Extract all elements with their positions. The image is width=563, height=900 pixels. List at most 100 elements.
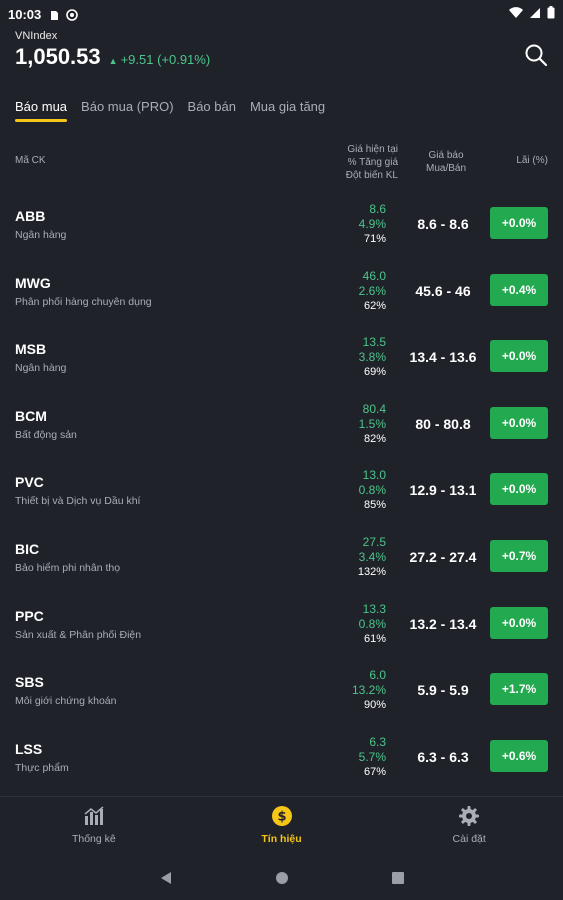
system-navigation (0, 856, 563, 900)
back-button[interactable] (158, 870, 174, 886)
bottom-navigation: Thống kê $ Tín hiệu Cài đặt (0, 796, 563, 856)
table-row[interactable]: MWG Phân phối hàng chuyên dụng 46.0 2.6%… (0, 263, 563, 330)
stock-code: PVC (15, 474, 44, 491)
stock-metrics: 27.5 3.4% 132% (358, 535, 386, 580)
signal-list: ABB Ngân hàng 8.6 4.9% 71% 8.6 - 8.6 +0.… (0, 196, 563, 795)
profit-badge: +0.0% (490, 473, 548, 506)
buy-sell-range: 12.9 - 13.1 (409, 482, 477, 499)
svg-text:$: $ (277, 810, 286, 825)
stock-code: PPC (15, 607, 44, 624)
buy-sell-range: 13.2 - 13.4 (409, 615, 477, 632)
current-price: 13.0 (362, 468, 386, 483)
table-row[interactable]: PVC Thiết bị và Dịch vụ Dầu khí 13.0 0.8… (0, 462, 563, 529)
volume-spike: 69% (363, 366, 386, 379)
buy-sell-range: 5.9 - 5.9 (417, 682, 469, 699)
stock-code: BCM (15, 407, 47, 424)
price-increase: 3.8% (358, 350, 386, 365)
stock-code: LSS (15, 740, 43, 757)
profit-badge: +0.0% (490, 340, 548, 373)
stock-metrics: 13.3 0.8% 61% (359, 602, 386, 647)
header-buy-line1: Giá báo (428, 150, 464, 161)
current-price: 8.6 (369, 202, 386, 216)
status-time: 10:03 (8, 6, 42, 22)
stock-sector: Ngân hàng (15, 229, 67, 241)
stock-sector: Ngân hàng (15, 362, 67, 375)
buy-sell-range: 27.2 - 27.4 (409, 548, 477, 565)
current-price: 13.3 (362, 601, 386, 616)
sync-icon (66, 8, 79, 21)
index-name: VNIndex (15, 30, 58, 42)
status-bar: 10:03 (0, 0, 563, 28)
current-price: 6.3 (369, 734, 386, 749)
price-increase: 0.8% (358, 483, 386, 498)
back-icon (160, 872, 171, 884)
volume-spike: 82% (363, 432, 386, 445)
dollar-icon: $ (271, 805, 293, 827)
profit-badge: +1.7% (490, 673, 548, 706)
volume-spike: 71% (363, 233, 386, 245)
stock-sector: Bất động sản (15, 428, 77, 441)
stock-sector: Sản xuất & Phân phối Điện (15, 628, 142, 641)
home-icon (275, 872, 288, 884)
table-row[interactable]: LSS Thực phẩm 6.3 5.7% 67% 6.3 - 6.3 +0.… (0, 729, 563, 796)
sd-card-icon (49, 9, 60, 20)
header-code: Mã CK (15, 155, 46, 166)
chart-icon (83, 805, 105, 827)
tab-bao-mua[interactable]: Báo mua (15, 96, 68, 126)
buy-sell-range: 8.6 - 8.6 (417, 216, 469, 232)
volume-spike: 61% (363, 632, 386, 645)
stock-sector: Phân phối hàng chuyên dụng (15, 295, 152, 308)
price-increase: 2.6% (358, 283, 386, 298)
table-row[interactable]: BIC Bảo hiểm phi nhân thọ 27.5 3.4% 132%… (0, 529, 563, 596)
profit-badge: +0.4% (490, 273, 548, 306)
recents-button[interactable] (390, 870, 406, 886)
home-button[interactable] (274, 870, 290, 886)
table-row[interactable]: SBS Môi giới chứng khoán 6.0 13.2% 90% 5… (0, 662, 563, 729)
stock-code: BIC (15, 540, 40, 557)
header-profit: Lãi (%) (516, 155, 548, 166)
nav-label: Tín hiệu (261, 833, 302, 845)
table-row[interactable]: ABB Ngân hàng 8.6 4.9% 71% 8.6 - 8.6 +0.… (0, 196, 563, 263)
stock-code: ABB (15, 208, 46, 224)
header-price-line3: Đột biến KL (345, 170, 398, 181)
stock-sector: Bảo hiểm phi nhân thọ (15, 561, 121, 574)
header-price-line2: % Tăng giá (347, 157, 398, 168)
current-price: 46.0 (362, 268, 386, 283)
nav-cai-dat[interactable]: Cài đặt (375, 797, 563, 856)
profit-badge: +0.0% (490, 207, 548, 239)
volume-spike: 85% (363, 499, 386, 512)
signal-icon (529, 7, 541, 22)
signal-tabs: Báo mua Báo mua (PRO) Báo bán Mua gia tă… (15, 96, 563, 130)
table-row[interactable]: MSB Ngân hàng 13.5 3.8% 69% 13.4 - 13.6 … (0, 329, 563, 396)
index-change: ▲ +9.51 (+0.91%) (109, 52, 211, 67)
current-price: 13.5 (362, 335, 386, 350)
nav-tin-hieu[interactable]: $ Tín hiệu (188, 797, 376, 856)
buy-sell-range: 13.4 - 13.6 (409, 349, 477, 366)
current-price: 27.5 (362, 534, 386, 549)
price-increase: 5.7% (358, 749, 386, 764)
table-row[interactable]: PPC Sản xuất & Phân phối Điện 13.3 0.8% … (0, 596, 563, 663)
stock-metrics: 8.6 4.9% 71% (359, 202, 386, 247)
buy-sell-range: 45.6 - 46 (415, 282, 471, 299)
nav-thong-ke[interactable]: Thống kê (0, 797, 188, 856)
stock-code: MWG (15, 274, 51, 291)
price-increase: 0.8% (358, 616, 386, 631)
stock-metrics: 6.0 13.2% 90% (352, 668, 386, 713)
current-price: 80.4 (362, 401, 386, 416)
table-row[interactable]: BCM Bất động sản 80.4 1.5% 82% 80 - 80.8… (0, 396, 563, 463)
search-button[interactable] (523, 42, 549, 68)
header-buy-sell: Giá báo Mua/Bán (415, 149, 477, 175)
gear-icon (458, 805, 480, 827)
index-value: 1,050.53 (15, 44, 101, 69)
stock-code: SBS (15, 674, 44, 691)
up-arrow-icon: ▲ (108, 56, 118, 66)
tab-bao-mua-pro[interactable]: Báo mua (PRO) (81, 99, 174, 114)
price-increase: 3.4% (358, 549, 386, 564)
tab-bao-ban[interactable]: Báo bán (187, 99, 236, 114)
tab-mua-gia-tang[interactable]: Mua gia tăng (249, 99, 326, 114)
stock-metrics: 13.5 3.8% 69% (359, 335, 386, 380)
profit-badge: +0.7% (490, 539, 548, 572)
profit-badge: +0.6% (490, 739, 548, 772)
volume-spike: 90% (363, 699, 386, 712)
volume-spike: 67% (363, 765, 386, 778)
